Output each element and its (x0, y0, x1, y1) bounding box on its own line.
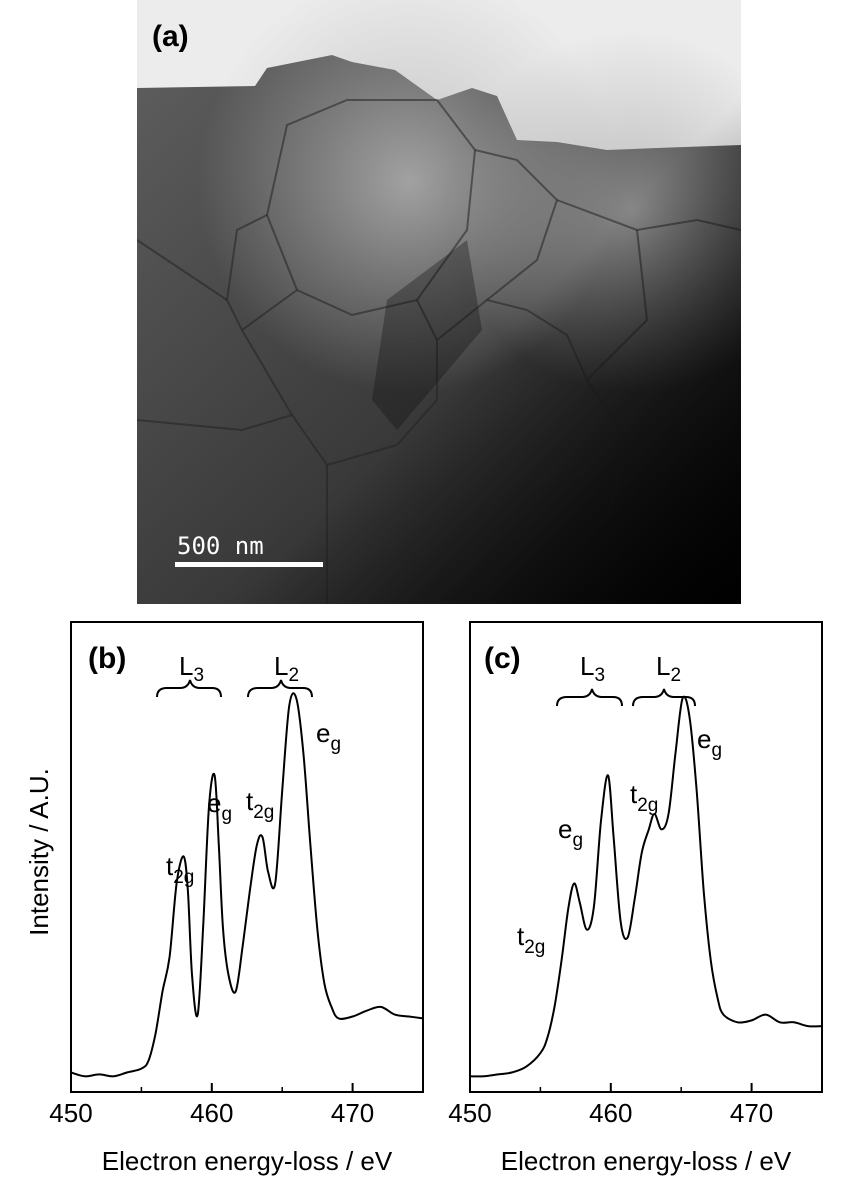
panel-b-xtick-label-450: 450 (49, 1098, 92, 1128)
panel-c-xlabel: Electron energy-loss / eV (501, 1146, 792, 1176)
panel-c-xtick-label-460: 460 (589, 1098, 632, 1128)
panel-b-l3-label: L3 (179, 651, 204, 686)
panel-b-chart: (b) 450 460 470 L3 L2 t2g eg t2g eg Electr… (49, 621, 424, 1176)
panel-b-xtick-label-460: 460 (190, 1098, 233, 1128)
panel-b-l2-brace (247, 679, 313, 698)
panel-c-spectrum-line (469, 695, 823, 1078)
tem-micrograph (137, 0, 741, 604)
panel-b-peak-eg-2: eg (316, 718, 341, 755)
panel-c-peak-t2g-1: t2g (517, 921, 545, 958)
panel-b-xtick-label-470: 470 (331, 1098, 374, 1128)
panel-c-l3-brace (556, 688, 623, 707)
panel-c-peak-eg-2: eg (697, 724, 722, 761)
y-axis-label: Intensity / A.U. (24, 768, 54, 936)
panel-c-ticks: 450 460 470 (448, 1083, 773, 1128)
scale-bar (175, 562, 323, 567)
panel-b-peak-t2g-1: t2g (166, 851, 194, 888)
panel-c-xtick-label-450: 450 (448, 1098, 491, 1128)
panel-a-label: (a) (152, 20, 189, 53)
scale-bar-label: 500 nm (177, 532, 264, 560)
panel-b-frame (70, 621, 424, 1093)
panel-c-xtick-label-470: 470 (730, 1098, 773, 1128)
panel-c-peak-t2g-2: t2g (630, 779, 658, 816)
panel-b-spectrum-line (70, 692, 424, 1078)
panel-c-peak-eg-1: eg (558, 814, 583, 851)
panel-c-l3-label: L3 (580, 651, 605, 686)
panel-c-frame (469, 621, 823, 1093)
panel-c-label: (c) (484, 642, 521, 675)
panel-b-label: (b) (88, 642, 126, 675)
panel-b-ticks: 450 460 470 (49, 1083, 374, 1128)
panel-b-peak-eg-1: eg (207, 788, 232, 825)
panel-c-chart: (c) 450 460 470 L3 L2 t2g eg t2g eg Electr… (448, 621, 823, 1176)
panel-b-l3-brace (156, 679, 222, 698)
panel-c-l2-label: L2 (656, 651, 681, 686)
panel-c-l2-brace (632, 688, 696, 707)
panel-b-l2-label: L2 (274, 651, 299, 686)
panel-b-xlabel: Electron energy-loss / eV (102, 1146, 393, 1176)
panel-b-peak-t2g-2: t2g (246, 786, 274, 823)
